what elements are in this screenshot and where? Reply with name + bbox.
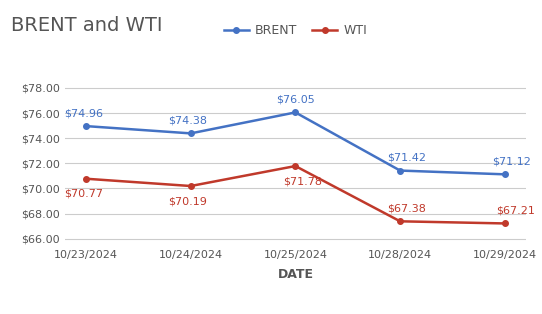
Text: $71.78: $71.78 — [283, 176, 322, 186]
Text: $74.38: $74.38 — [169, 116, 208, 126]
BRENT — [397, 169, 403, 172]
Line: BRENT: BRENT — [83, 110, 507, 177]
BRENT — [292, 111, 299, 114]
Text: $70.19: $70.19 — [169, 196, 208, 206]
WTI — [292, 164, 299, 168]
WTI — [83, 177, 89, 181]
BRENT — [501, 172, 508, 176]
Text: BRENT and WTI: BRENT and WTI — [11, 16, 163, 35]
Text: $71.42: $71.42 — [388, 153, 427, 163]
Line: WTI: WTI — [83, 163, 507, 226]
Text: $74.96: $74.96 — [64, 108, 102, 118]
BRENT — [83, 124, 89, 128]
WTI — [188, 184, 194, 188]
WTI — [501, 222, 508, 225]
Text: $71.12: $71.12 — [492, 157, 531, 167]
Text: $67.38: $67.38 — [388, 203, 427, 214]
Text: $67.21: $67.21 — [496, 206, 535, 216]
Text: $70.77: $70.77 — [64, 189, 102, 199]
Legend: BRENT, WTI: BRENT, WTI — [218, 19, 372, 42]
WTI — [397, 219, 403, 223]
Text: $76.05: $76.05 — [276, 95, 315, 105]
BRENT — [188, 132, 194, 135]
X-axis label: DATE: DATE — [278, 268, 313, 281]
